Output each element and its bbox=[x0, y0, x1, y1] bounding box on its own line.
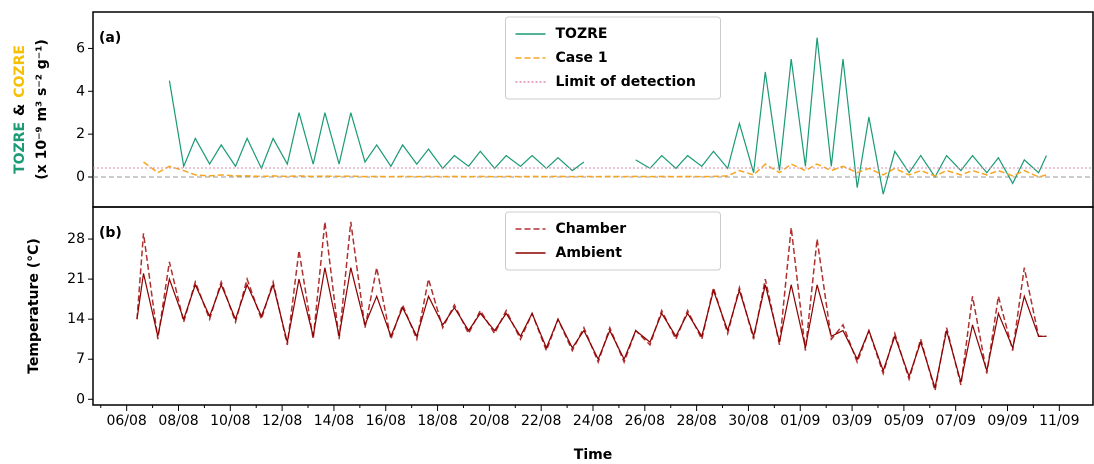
x-tick-label: 09/09 bbox=[987, 413, 1027, 429]
panel-label: (b) bbox=[99, 225, 122, 241]
x-tick-label: 18/08 bbox=[417, 413, 457, 429]
series-line bbox=[143, 161, 1047, 178]
y-tick-label: 14 bbox=[67, 311, 85, 327]
legend-label: Case 1 bbox=[556, 50, 608, 66]
x-tick-label: 03/09 bbox=[832, 413, 872, 429]
x-tick-label: 07/09 bbox=[936, 413, 976, 429]
x-axis-label: Time bbox=[574, 447, 612, 463]
y-tick-label: 28 bbox=[67, 231, 85, 247]
y-tick-label: 7 bbox=[76, 351, 85, 367]
legend-label: TOZRE bbox=[556, 26, 608, 42]
legend-box bbox=[505, 211, 721, 271]
y-tick-label: 0 bbox=[76, 169, 85, 185]
x-tick-label: 12/08 bbox=[262, 413, 302, 429]
y-label-part: COZRE bbox=[12, 45, 28, 98]
y-label-part: & bbox=[12, 104, 28, 116]
y-axis-units: (x 10⁻⁹ m³ s⁻² g⁻¹) bbox=[34, 39, 50, 179]
legend-label: Limit of detection bbox=[556, 74, 696, 90]
series-line bbox=[168, 37, 1047, 195]
y-label-part: TOZRE bbox=[12, 122, 28, 174]
x-tick-label: 01/09 bbox=[780, 413, 820, 429]
legend-label: Ambient bbox=[556, 245, 623, 261]
y-tick-label: 2 bbox=[76, 126, 85, 142]
x-tick-label: 10/08 bbox=[210, 413, 250, 429]
x-tick-label: 16/08 bbox=[366, 413, 406, 429]
x-tick-label: 11/09 bbox=[1039, 413, 1079, 429]
y-tick-label: 4 bbox=[76, 83, 85, 99]
y-axis-label: TOZRE & COZRE bbox=[12, 45, 28, 174]
x-tick-label: 24/08 bbox=[573, 413, 613, 429]
x-tick-label: 08/08 bbox=[158, 413, 198, 429]
x-tick-label: 14/08 bbox=[314, 413, 354, 429]
y-tick-label: 0 bbox=[76, 391, 85, 407]
x-tick-label: 06/08 bbox=[106, 413, 146, 429]
x-tick-label: 30/08 bbox=[728, 413, 768, 429]
x-tick-label: 20/08 bbox=[469, 413, 509, 429]
x-tick-label: 05/09 bbox=[884, 413, 924, 429]
legend-label: Chamber bbox=[556, 221, 627, 237]
y-axis-label: Temperature (°C) bbox=[26, 238, 42, 374]
x-tick-label: 26/08 bbox=[625, 413, 665, 429]
x-tick-label: 22/08 bbox=[521, 413, 561, 429]
x-tick-label: 28/08 bbox=[676, 413, 716, 429]
legend-box bbox=[505, 16, 721, 100]
panel-label: (a) bbox=[99, 30, 121, 46]
y-tick-label: 21 bbox=[67, 271, 85, 287]
y-tick-label: 6 bbox=[76, 40, 85, 56]
series-line bbox=[136, 267, 1047, 388]
